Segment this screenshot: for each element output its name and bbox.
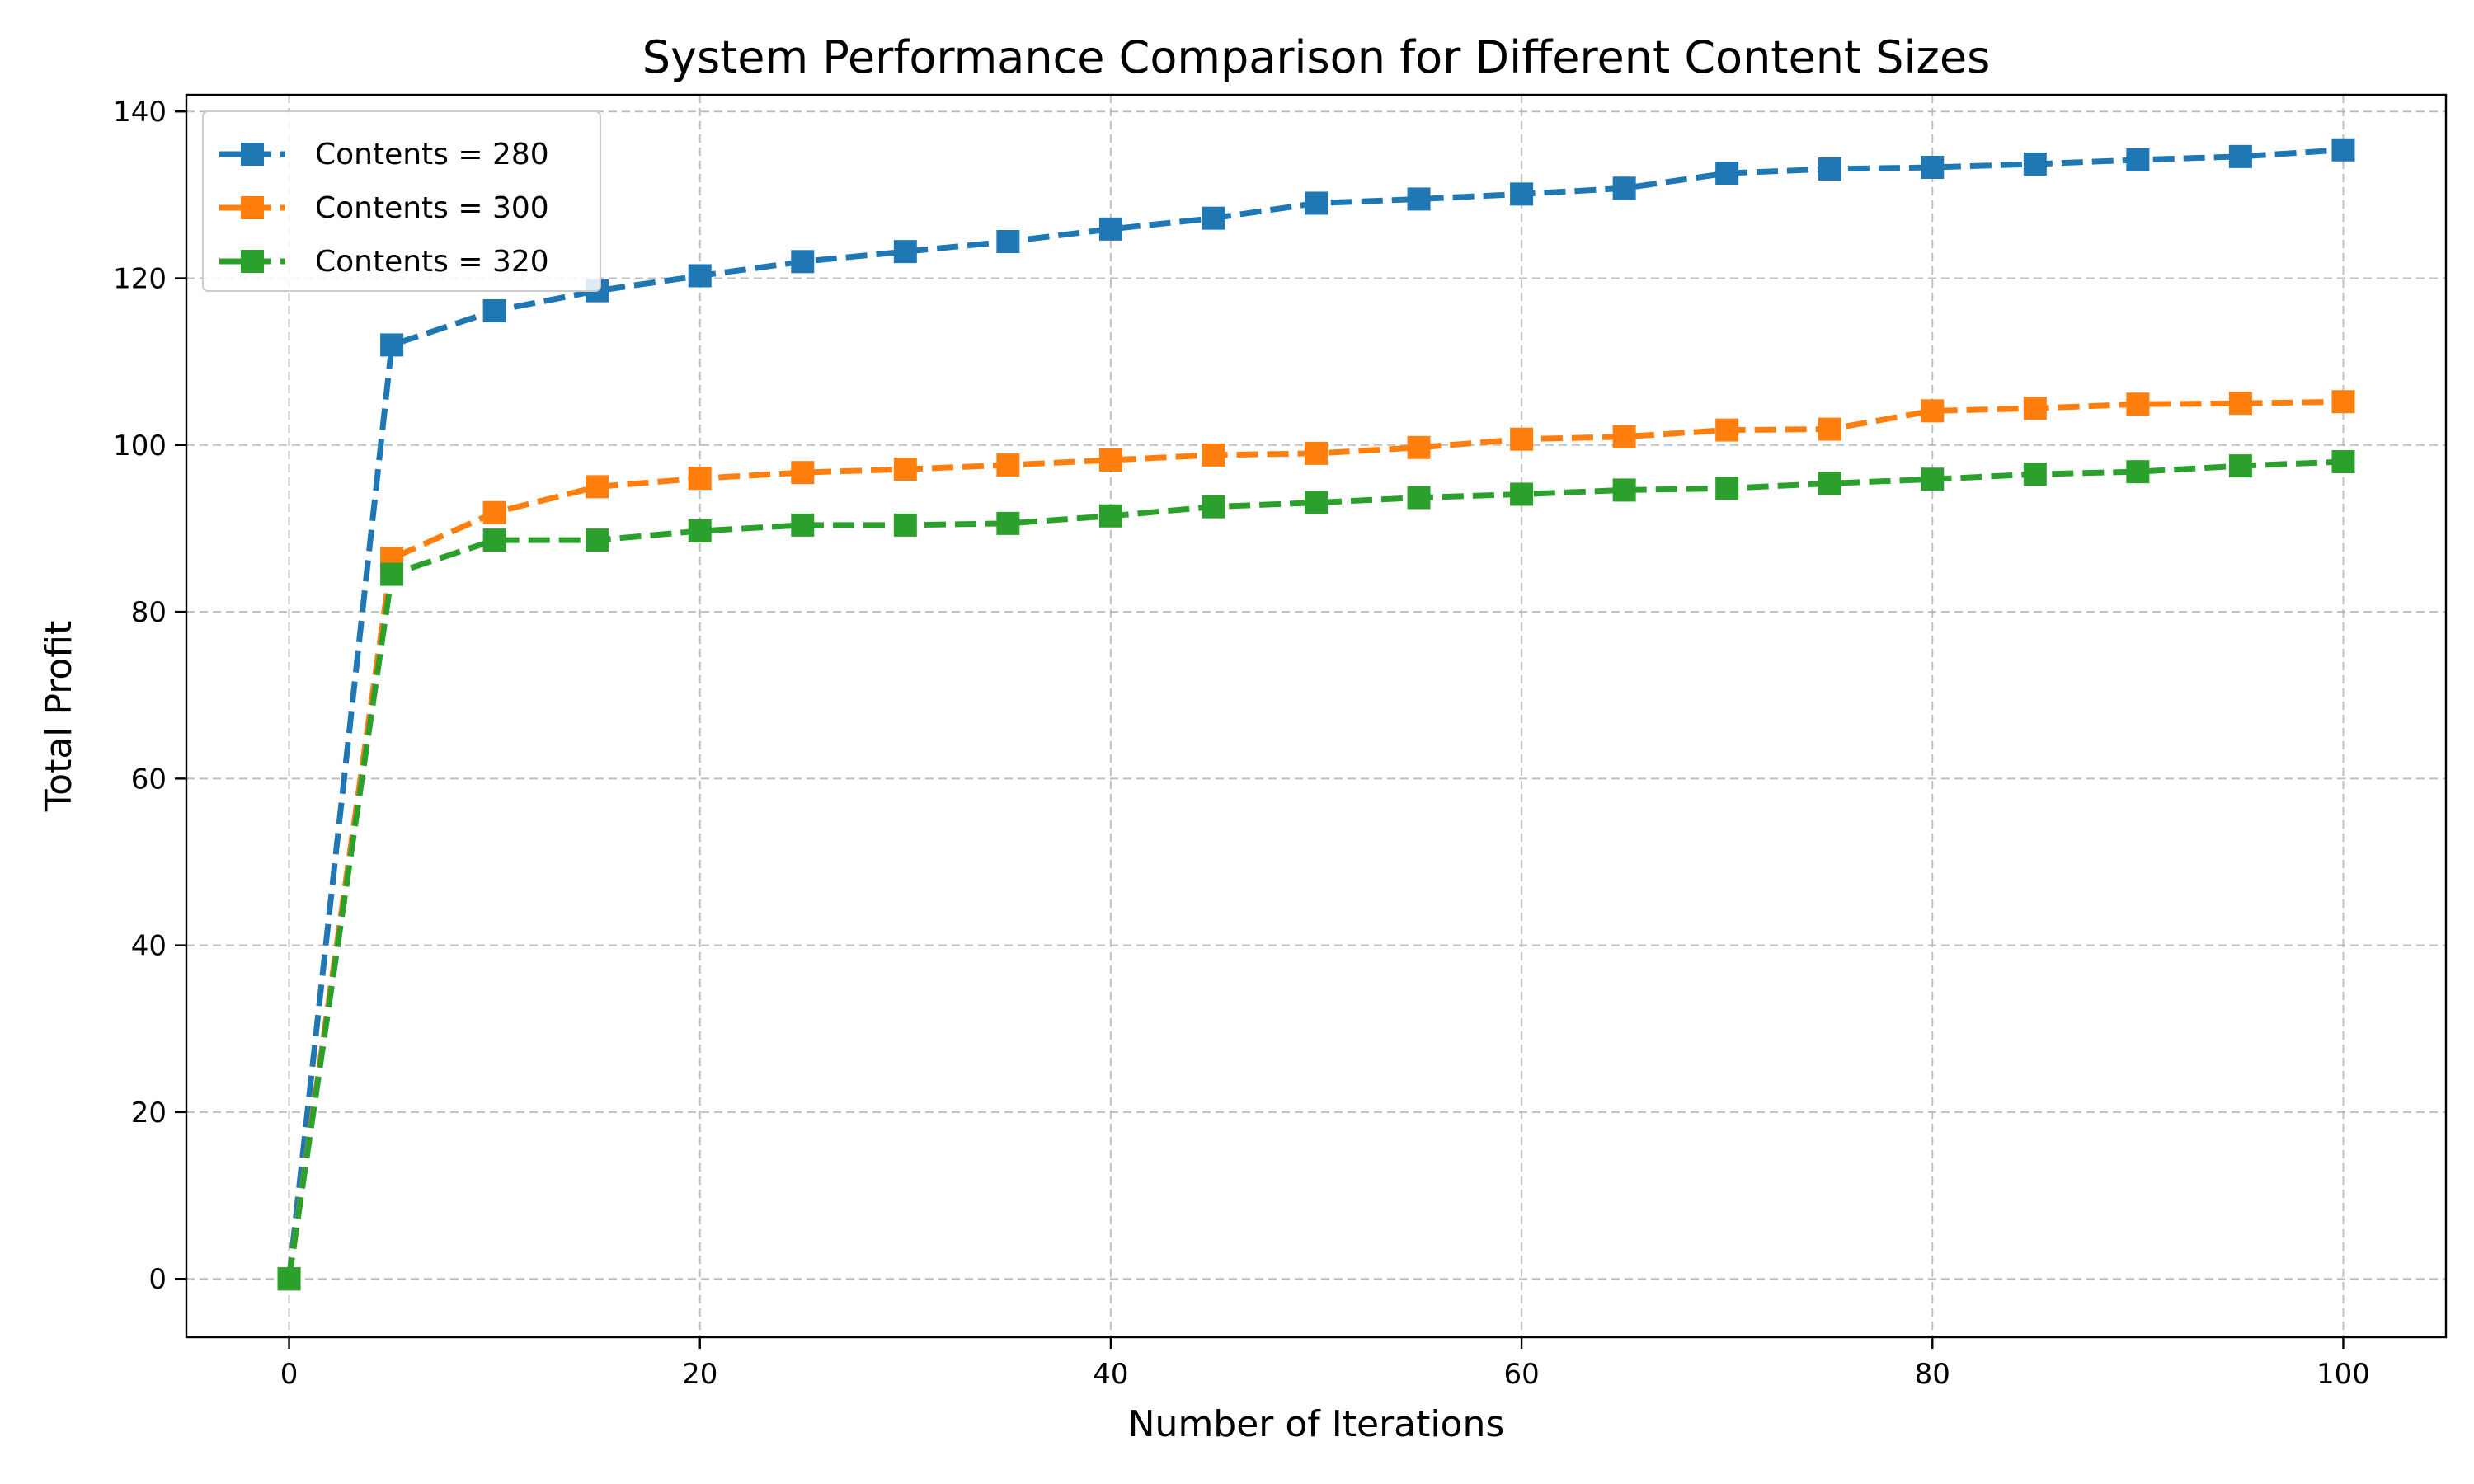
x-tick-label: 100 bbox=[2316, 1358, 2370, 1391]
legend-marker bbox=[241, 196, 264, 219]
data-point bbox=[1510, 427, 1534, 451]
data-point bbox=[1715, 418, 1739, 442]
data-point bbox=[2331, 138, 2355, 162]
y-tick-label: 100 bbox=[113, 430, 167, 463]
legend-label: Contents = 300 bbox=[315, 191, 549, 225]
data-point bbox=[2023, 152, 2047, 176]
y-tick-label: 80 bbox=[131, 596, 167, 629]
data-point bbox=[996, 230, 1020, 254]
legend: Contents = 280 Contents = 300 Contents = 3… bbox=[202, 110, 601, 292]
data-point bbox=[996, 511, 1020, 535]
data-point bbox=[1305, 191, 1328, 215]
x-tick-label: 0 bbox=[280, 1358, 299, 1391]
data-point bbox=[1510, 182, 1534, 206]
y-tick-label: 20 bbox=[131, 1097, 167, 1129]
data-point bbox=[1921, 399, 1945, 423]
data-point bbox=[1407, 435, 1431, 459]
data-point bbox=[1098, 504, 1122, 528]
data-point bbox=[1202, 495, 1225, 519]
data-point bbox=[482, 298, 506, 322]
data-point bbox=[1818, 157, 1841, 181]
data-point bbox=[688, 264, 712, 288]
data-point bbox=[2331, 390, 2355, 414]
data-point bbox=[1921, 467, 1945, 491]
data-point bbox=[791, 250, 815, 274]
x-tick-label: 20 bbox=[682, 1358, 717, 1391]
data-point bbox=[1715, 477, 1739, 500]
plot-frame bbox=[185, 93, 2448, 1339]
chart-title: System Performance Comparison for Differ… bbox=[642, 31, 1991, 83]
x-tick-label: 40 bbox=[1093, 1358, 1128, 1391]
x-axis-title: Number of Iterations bbox=[1128, 1403, 1505, 1445]
data-point bbox=[482, 500, 506, 524]
data-point bbox=[688, 519, 712, 542]
legend-item: Contents = 320 bbox=[219, 245, 549, 279]
data-point bbox=[380, 333, 404, 357]
data-point bbox=[1921, 155, 1945, 179]
data-point bbox=[2228, 392, 2252, 416]
data-point bbox=[1612, 425, 1636, 448]
y-axis: 0 20 40 60 80 100 120 140 bbox=[113, 96, 186, 1296]
x-tick-label: 80 bbox=[1915, 1358, 1950, 1391]
data-point bbox=[1715, 162, 1739, 186]
data-point bbox=[1305, 441, 1328, 465]
data-point bbox=[2126, 148, 2150, 171]
data-point bbox=[1407, 187, 1431, 211]
data-point bbox=[1305, 491, 1328, 514]
data-point bbox=[1407, 486, 1431, 510]
data-point bbox=[2023, 397, 2047, 420]
data-point bbox=[893, 240, 917, 264]
data-point bbox=[482, 528, 506, 552]
y-axis-title: Total Profit bbox=[38, 621, 80, 813]
x-tick-label: 60 bbox=[1503, 1358, 1539, 1391]
data-point bbox=[2126, 392, 2150, 416]
data-point bbox=[1202, 443, 1225, 467]
data-point bbox=[2228, 454, 2252, 478]
data-point bbox=[586, 475, 609, 499]
legend-label: Contents = 320 bbox=[315, 245, 549, 279]
y-tick-label: 40 bbox=[131, 930, 167, 963]
data-point bbox=[1612, 478, 1636, 502]
series-line bbox=[286, 458, 2344, 1280]
data-point bbox=[1818, 417, 1841, 441]
y-tick-label: 120 bbox=[113, 263, 167, 296]
data-point bbox=[893, 513, 917, 537]
data-point bbox=[380, 562, 404, 586]
data-point bbox=[791, 513, 815, 537]
series-layer bbox=[277, 138, 2355, 1291]
y-tick-label: 0 bbox=[148, 1263, 167, 1296]
data-point bbox=[2023, 463, 2047, 486]
data-point bbox=[1098, 217, 1122, 241]
data-point bbox=[893, 458, 917, 481]
legend-marker bbox=[241, 143, 264, 166]
data-point bbox=[586, 528, 609, 552]
legend-item: Contents = 300 bbox=[219, 191, 549, 225]
data-point bbox=[1098, 448, 1122, 472]
data-point bbox=[996, 453, 1020, 477]
data-point bbox=[1818, 472, 1841, 495]
data-point bbox=[1510, 482, 1534, 506]
data-point bbox=[277, 1267, 301, 1291]
data-point bbox=[688, 467, 712, 491]
y-tick-label: 60 bbox=[131, 763, 167, 796]
data-point bbox=[791, 461, 815, 485]
legend-label: Contents = 280 bbox=[315, 138, 549, 171]
legend-marker bbox=[241, 250, 264, 273]
data-point bbox=[2228, 144, 2252, 168]
legend-item: Contents = 280 bbox=[219, 138, 549, 171]
legend-box bbox=[202, 110, 601, 292]
series-3 bbox=[277, 450, 2355, 1291]
data-point bbox=[2331, 450, 2355, 474]
data-point bbox=[1612, 176, 1636, 200]
x-axis: 0 20 40 60 80 100 bbox=[280, 1337, 2370, 1391]
y-tick-label: 140 bbox=[113, 96, 167, 129]
data-point bbox=[1202, 206, 1225, 230]
data-point bbox=[2126, 460, 2150, 484]
